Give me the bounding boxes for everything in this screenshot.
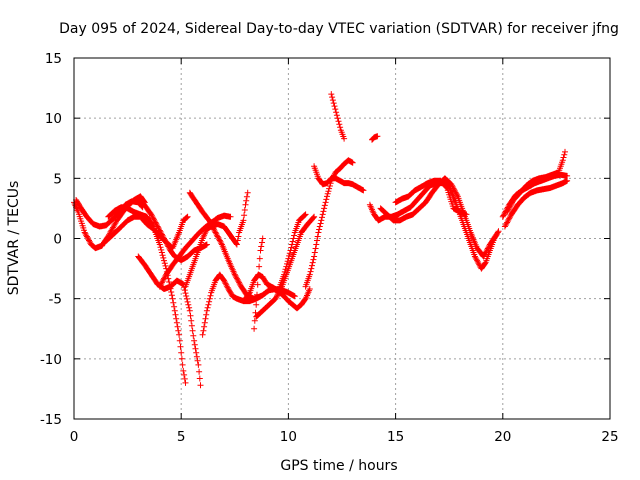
data-point-markers: [369, 133, 381, 143]
chart-title: Day 095 of 2024, Sidereal Day-to-day VTE…: [59, 21, 619, 37]
grid-lines: [74, 58, 610, 419]
y-tick-label: 10: [45, 111, 62, 127]
series-arc17: [328, 91, 348, 142]
series-arc21: [392, 177, 470, 218]
data-point-markers: [242, 271, 313, 312]
data-points: [71, 91, 571, 389]
y-tick-label: 15: [45, 51, 62, 67]
x-tick-label: 10: [280, 429, 297, 445]
series-arc23: [501, 177, 571, 230]
series-arc11: [242, 271, 313, 312]
series-arc16: [311, 163, 367, 194]
axis-ticks: 0 5 10 15 20 25 -15 -10 -5 0 5 10 15: [40, 51, 619, 445]
series-arc12: [251, 235, 266, 332]
y-tick-label: -15: [40, 412, 62, 428]
data-point-markers: [251, 235, 266, 332]
y-axis-label: SDTVAR / TECUs: [6, 181, 22, 296]
x-axis-label: GPS time / hours: [280, 458, 397, 474]
y-tick-label: -5: [49, 292, 62, 308]
y-tick-label: 5: [53, 171, 62, 187]
series-arc3: [105, 204, 189, 386]
series-arc18: [369, 133, 381, 143]
data-point-markers: [392, 177, 470, 218]
x-tick-label: 25: [601, 429, 618, 445]
x-tick-label: 5: [177, 429, 186, 445]
data-point-markers: [311, 163, 367, 194]
data-point-markers: [504, 148, 568, 215]
data-point-markers: [501, 177, 571, 230]
y-tick-label: -10: [40, 352, 62, 368]
data-point-markers: [105, 204, 189, 386]
x-tick-label: 15: [387, 429, 404, 445]
data-point-markers: [328, 91, 348, 142]
x-tick-label: 20: [494, 429, 511, 445]
series-arc24: [504, 148, 568, 215]
data-point-markers: [274, 211, 309, 296]
series-arc14: [274, 211, 309, 296]
x-tick-label: 0: [70, 429, 79, 445]
y-tick-label: 0: [53, 232, 62, 248]
series-arc20: [377, 175, 500, 260]
data-point-markers: [377, 175, 500, 260]
